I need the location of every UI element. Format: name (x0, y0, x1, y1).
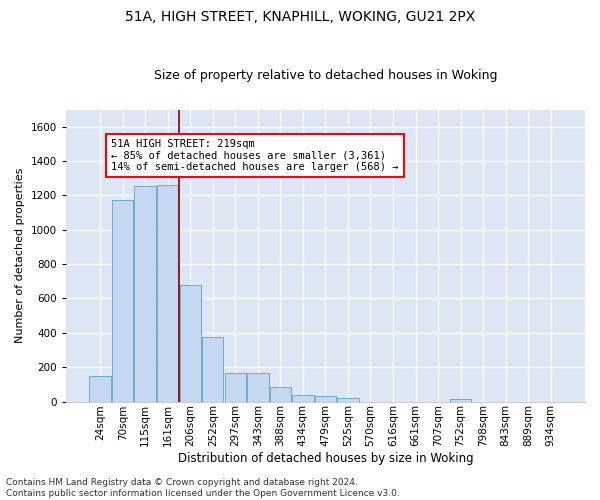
Text: Contains HM Land Registry data © Crown copyright and database right 2024.
Contai: Contains HM Land Registry data © Crown c… (6, 478, 400, 498)
Bar (269, 388, 291, 402)
Bar (337, 398, 359, 402)
Bar (247, 372, 269, 402)
X-axis label: Distribution of detached houses by size in Woking: Distribution of detached houses by size … (178, 452, 473, 465)
Bar (89, 376, 111, 402)
Bar (112, 200, 133, 402)
Bar (292, 395, 314, 402)
Bar (202, 337, 223, 402)
Bar (450, 400, 471, 402)
Bar (134, 186, 156, 402)
Text: 51A HIGH STREET: 219sqm
← 85% of detached houses are smaller (3,361)
14% of semi: 51A HIGH STREET: 219sqm ← 85% of detache… (112, 139, 399, 172)
Bar (315, 396, 336, 402)
Bar (224, 372, 246, 402)
Bar (179, 284, 201, 402)
Y-axis label: Number of detached properties: Number of detached properties (15, 168, 25, 343)
Bar (157, 185, 178, 402)
Title: Size of property relative to detached houses in Woking: Size of property relative to detached ho… (154, 69, 497, 82)
Text: 51A, HIGH STREET, KNAPHILL, WOKING, GU21 2PX: 51A, HIGH STREET, KNAPHILL, WOKING, GU21… (125, 10, 475, 24)
